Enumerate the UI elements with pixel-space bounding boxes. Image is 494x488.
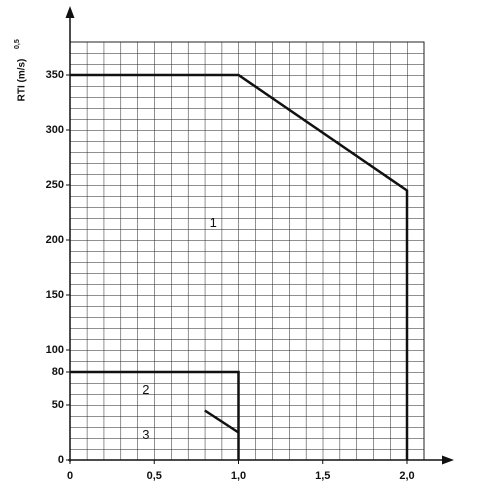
y-tick-label: 250: [46, 179, 64, 191]
y-label: RTI (m/s): [17, 59, 28, 102]
series-label: 3: [142, 427, 149, 442]
y-tick-label: 200: [46, 234, 64, 246]
y-tick-label: 80: [52, 366, 64, 378]
y-label-superscript: 0,5: [14, 39, 21, 49]
grid-pattern: [69, 41, 425, 461]
x-tick-label: 1,5: [315, 470, 330, 482]
x-tick-label: 0: [67, 470, 73, 482]
y-axis-title: RTI (m/s) 0,5: [14, 39, 28, 101]
series-line: [70, 73, 409, 460]
x-tick-label: 1,0: [231, 470, 246, 482]
grid: [69, 41, 425, 461]
x-tick-label: 2,0: [399, 470, 414, 482]
series-label: 2: [142, 382, 149, 397]
series-line: [70, 370, 240, 460]
y-tick-label: 50: [52, 399, 64, 411]
y-tick-label: 350: [46, 69, 64, 81]
y-tick-label: 150: [46, 289, 64, 301]
y-tick-label: 300: [46, 124, 64, 136]
series-label: 1: [210, 215, 217, 230]
series-line: [204, 409, 240, 434]
x-tick-label: 0,5: [147, 470, 162, 482]
y-tick-label: 0: [58, 454, 64, 466]
y-tick-label: 100: [46, 344, 64, 356]
